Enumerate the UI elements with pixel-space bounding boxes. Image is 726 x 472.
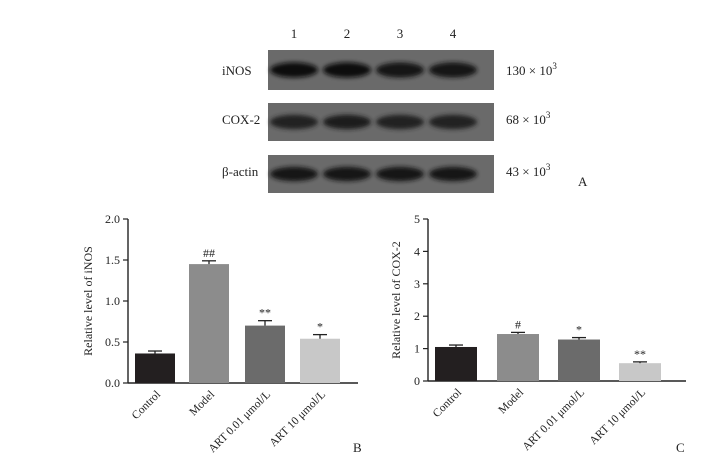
western-blot-panel: 1 2 3 4 iNOS COX-2 β-actin 130 × 103 68 … <box>222 26 588 193</box>
band-label-inos: iNOS <box>222 63 252 78</box>
panel-label: B <box>353 440 362 455</box>
blot-band <box>376 62 424 78</box>
blot-band <box>429 166 477 182</box>
y-tick-label: 3 <box>414 277 420 291</box>
band-size-inos: 130 × 103 <box>506 61 557 78</box>
lane-number: 3 <box>397 26 404 41</box>
blot-band <box>323 166 371 182</box>
lane-number: 4 <box>450 26 457 41</box>
blot-band <box>429 62 477 78</box>
y-tick-label: 2 <box>414 309 420 323</box>
bar-model <box>497 334 539 381</box>
band-size-cox2: 68 × 103 <box>506 110 551 127</box>
y-tick-label: 2.0 <box>105 212 120 226</box>
x-tick-label: Model <box>187 389 217 419</box>
blot-band <box>323 114 371 130</box>
band-size-value: 43 × 10 <box>506 164 546 179</box>
blot-band <box>270 166 318 182</box>
inos-bar-chart: 0.0 0.5 1.0 1.5 2.0 Relative level of iNOS Con… <box>81 212 362 455</box>
bar-control <box>135 353 175 383</box>
lane-number: 1 <box>291 26 298 41</box>
significance-marker: # <box>515 317 521 331</box>
blot-band <box>376 114 424 130</box>
panel-label: C <box>676 440 685 455</box>
band-size-beta-actin: 43 × 103 <box>506 162 551 179</box>
y-tick-label: 0.0 <box>105 376 120 390</box>
blot-band <box>376 166 424 182</box>
significance-marker: ** <box>259 306 271 320</box>
significance-marker: ** <box>634 347 646 361</box>
bar-control <box>435 346 477 381</box>
x-tick-label: Control <box>431 387 464 420</box>
x-tick-label: ART 0.01 μmol/L <box>520 387 587 454</box>
x-tick-label: ART 0.01 μmol/L <box>206 389 273 456</box>
cox2-bar-chart: 0 1 2 3 4 5 Relative level of COX-2 Control # Mod… <box>389 212 686 455</box>
lane-number: 2 <box>344 26 351 41</box>
bar-model <box>189 264 229 383</box>
x-tick-label: Control <box>130 389 163 422</box>
y-tick-label: 4 <box>414 244 420 258</box>
x-tick-label: ART 10 μmol/L <box>268 389 329 450</box>
blot-strips <box>268 50 494 193</box>
band-size-exponent: 3 <box>552 61 557 71</box>
blot-band <box>429 114 477 130</box>
y-tick-label: 0 <box>414 374 420 388</box>
y-axis-label: Relative level of iNOS <box>81 246 95 356</box>
bar-art-10-mol-l <box>619 363 661 381</box>
y-tick-label: 0.5 <box>105 335 120 349</box>
band-label-beta-actin: β-actin <box>222 164 259 179</box>
y-axis-label: Relative level of COX-2 <box>389 241 403 359</box>
blot-band <box>270 114 318 130</box>
significance-marker: * <box>317 320 323 334</box>
band-size-value: 130 × 10 <box>506 63 552 78</box>
y-tick-label: 1.5 <box>105 253 120 267</box>
panel-label-a: A <box>578 174 588 189</box>
significance-marker: * <box>576 323 582 337</box>
blot-band <box>270 62 318 78</box>
bar-art-0-01-mol-l <box>558 339 600 381</box>
band-size-value: 68 × 10 <box>506 112 546 127</box>
x-tick-label: Model <box>496 387 526 417</box>
y-tick-label: 1 <box>414 342 420 356</box>
blot-band <box>323 62 371 78</box>
x-tick-label: ART 10 μmol/L <box>588 387 649 448</box>
band-size-exponent: 3 <box>546 162 551 172</box>
band-size-exponent: 3 <box>546 110 551 120</box>
band-label-cox2: COX-2 <box>222 112 260 127</box>
significance-marker: ## <box>203 246 215 260</box>
y-tick-label: 5 <box>414 212 420 226</box>
bar-art-0-01-mol-l <box>245 325 285 383</box>
y-tick-label: 1.0 <box>105 294 120 308</box>
bar-art-10-mol-l <box>300 338 340 383</box>
